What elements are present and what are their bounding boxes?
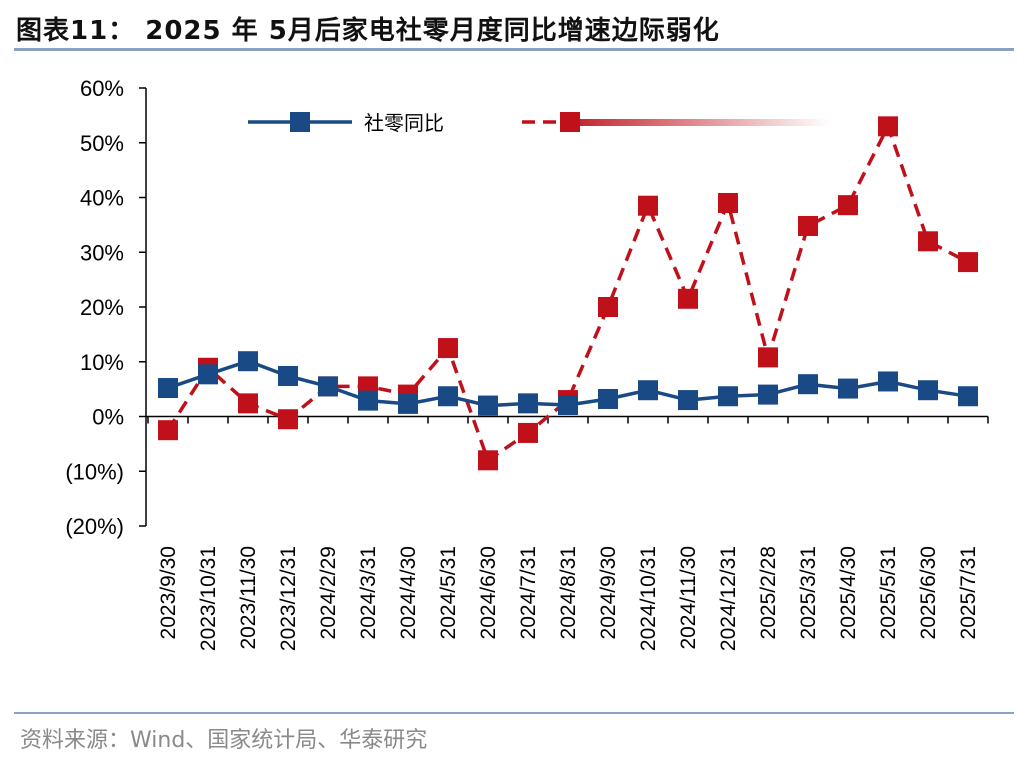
y-tick-label: (20%) [65, 514, 124, 539]
chart-axes: 60% 50% 40% 30% 20% 10% 0% (10%) (20%) 2023/9/30 2… [65, 76, 989, 651]
series-solid-marker [798, 374, 818, 395]
x-tick-label: 2024/2/29 [317, 546, 340, 639]
x-tick-label: 2024/10/31 [637, 546, 660, 651]
series-dashed-marker [958, 252, 978, 273]
series-dashed-marker [838, 195, 858, 216]
x-tick-label: 2023/12/31 [277, 546, 300, 651]
y-tick-label: 60% [80, 76, 124, 101]
series-solid-marker [158, 378, 178, 399]
title-divider [14, 48, 1014, 51]
series-solid-marker [358, 390, 378, 411]
x-tick-label: 2023/9/30 [157, 546, 180, 639]
x-tick-label: 2025/3/31 [797, 546, 820, 639]
x-tick-label: 2024/3/31 [357, 546, 380, 639]
y-tick-label: 10% [80, 350, 124, 375]
legend-solid-marker [290, 112, 310, 132]
x-tick-label: 2025/6/30 [917, 546, 940, 639]
series-solid-marker [438, 386, 458, 407]
series-dashed-marker [238, 393, 258, 414]
series-solid-marker [758, 384, 778, 405]
series-solid-marker [638, 380, 658, 401]
x-tick-label: 2024/6/30 [477, 546, 500, 639]
series-dashed-marker [918, 231, 938, 252]
series-solid-marker [318, 376, 338, 397]
series-dashed-marker [878, 116, 898, 137]
series-dashed-marker [518, 422, 538, 443]
x-tick-label: 2024/7/31 [517, 546, 540, 639]
y-tick-label: (10%) [65, 459, 124, 484]
series-dashed-marker [798, 215, 818, 236]
series-solid-marker [558, 395, 578, 416]
series-solid-marker [838, 378, 858, 399]
series-dashed-marker [158, 420, 178, 441]
series-dashed-marker [758, 347, 778, 368]
x-tick-label: 2025/7/31 [957, 546, 980, 639]
x-tick-label: 2024/8/31 [557, 546, 580, 639]
chart-legend: 社零同比 [248, 111, 830, 135]
legend-solid-label: 社零同比 [364, 111, 444, 135]
line-chart: 60% 50% 40% 30% 20% 10% 0% (10%) (20%) 2023/9/30 2… [65, 76, 989, 651]
series-solid-marker [958, 386, 978, 407]
source-note: 资料来源：Wind、国家统计局、华泰研究 [20, 728, 428, 753]
series-dashed-marker [718, 192, 738, 213]
series-dashed-marker [678, 288, 698, 309]
series-solid-marker [878, 371, 898, 392]
legend-faded-label-smear [580, 119, 830, 126]
series-solid-marker [198, 364, 218, 385]
series-dashed-line [166, 124, 969, 463]
series-solid-marker [718, 386, 738, 407]
x-tick-label: 2023/10/31 [197, 546, 220, 651]
x-tick-label: 2024/12/31 [717, 546, 740, 651]
y-tick-label: 20% [80, 295, 124, 320]
x-tick-label: 2025/4/30 [837, 546, 860, 639]
series-solid-marker [518, 393, 538, 414]
y-tick-label: 40% [80, 186, 124, 211]
series-solid-marker [398, 393, 418, 414]
x-tick-label: 2025/2/28 [757, 546, 780, 639]
series-solid-marker [478, 395, 498, 416]
chart-series [158, 116, 978, 471]
series-dashed-marker [598, 297, 618, 317]
x-tick-label: 2023/11/30 [237, 546, 260, 650]
x-tick-label: 2025/5/31 [877, 546, 900, 639]
series-solid-marker [918, 380, 938, 401]
series-dashed-marker [438, 338, 458, 359]
x-tick-label: 2024/9/30 [597, 546, 620, 639]
y-tick-label: 0% [92, 405, 124, 430]
chart-title: 图表11： 2025 年 5月后家电社零月度同比增速边际弱化 [16, 16, 720, 46]
series-solid-marker [598, 388, 618, 409]
y-tick-label: 30% [80, 240, 124, 265]
x-tick-label: 2024/5/31 [437, 546, 460, 639]
y-tick-label: 50% [80, 131, 124, 156]
series-dashed-marker [638, 195, 658, 216]
footer-divider [14, 712, 1014, 714]
x-tick-label: 2024/11/30 [677, 546, 700, 650]
series-dashed-marker [478, 450, 498, 471]
legend-dashed-marker [560, 112, 580, 132]
x-tick-label: 2024/4/30 [397, 546, 420, 639]
series-solid-marker [678, 390, 698, 411]
series-solid-marker [238, 351, 258, 372]
series-dashed-marker [278, 409, 298, 430]
series-solid-marker [278, 365, 298, 386]
